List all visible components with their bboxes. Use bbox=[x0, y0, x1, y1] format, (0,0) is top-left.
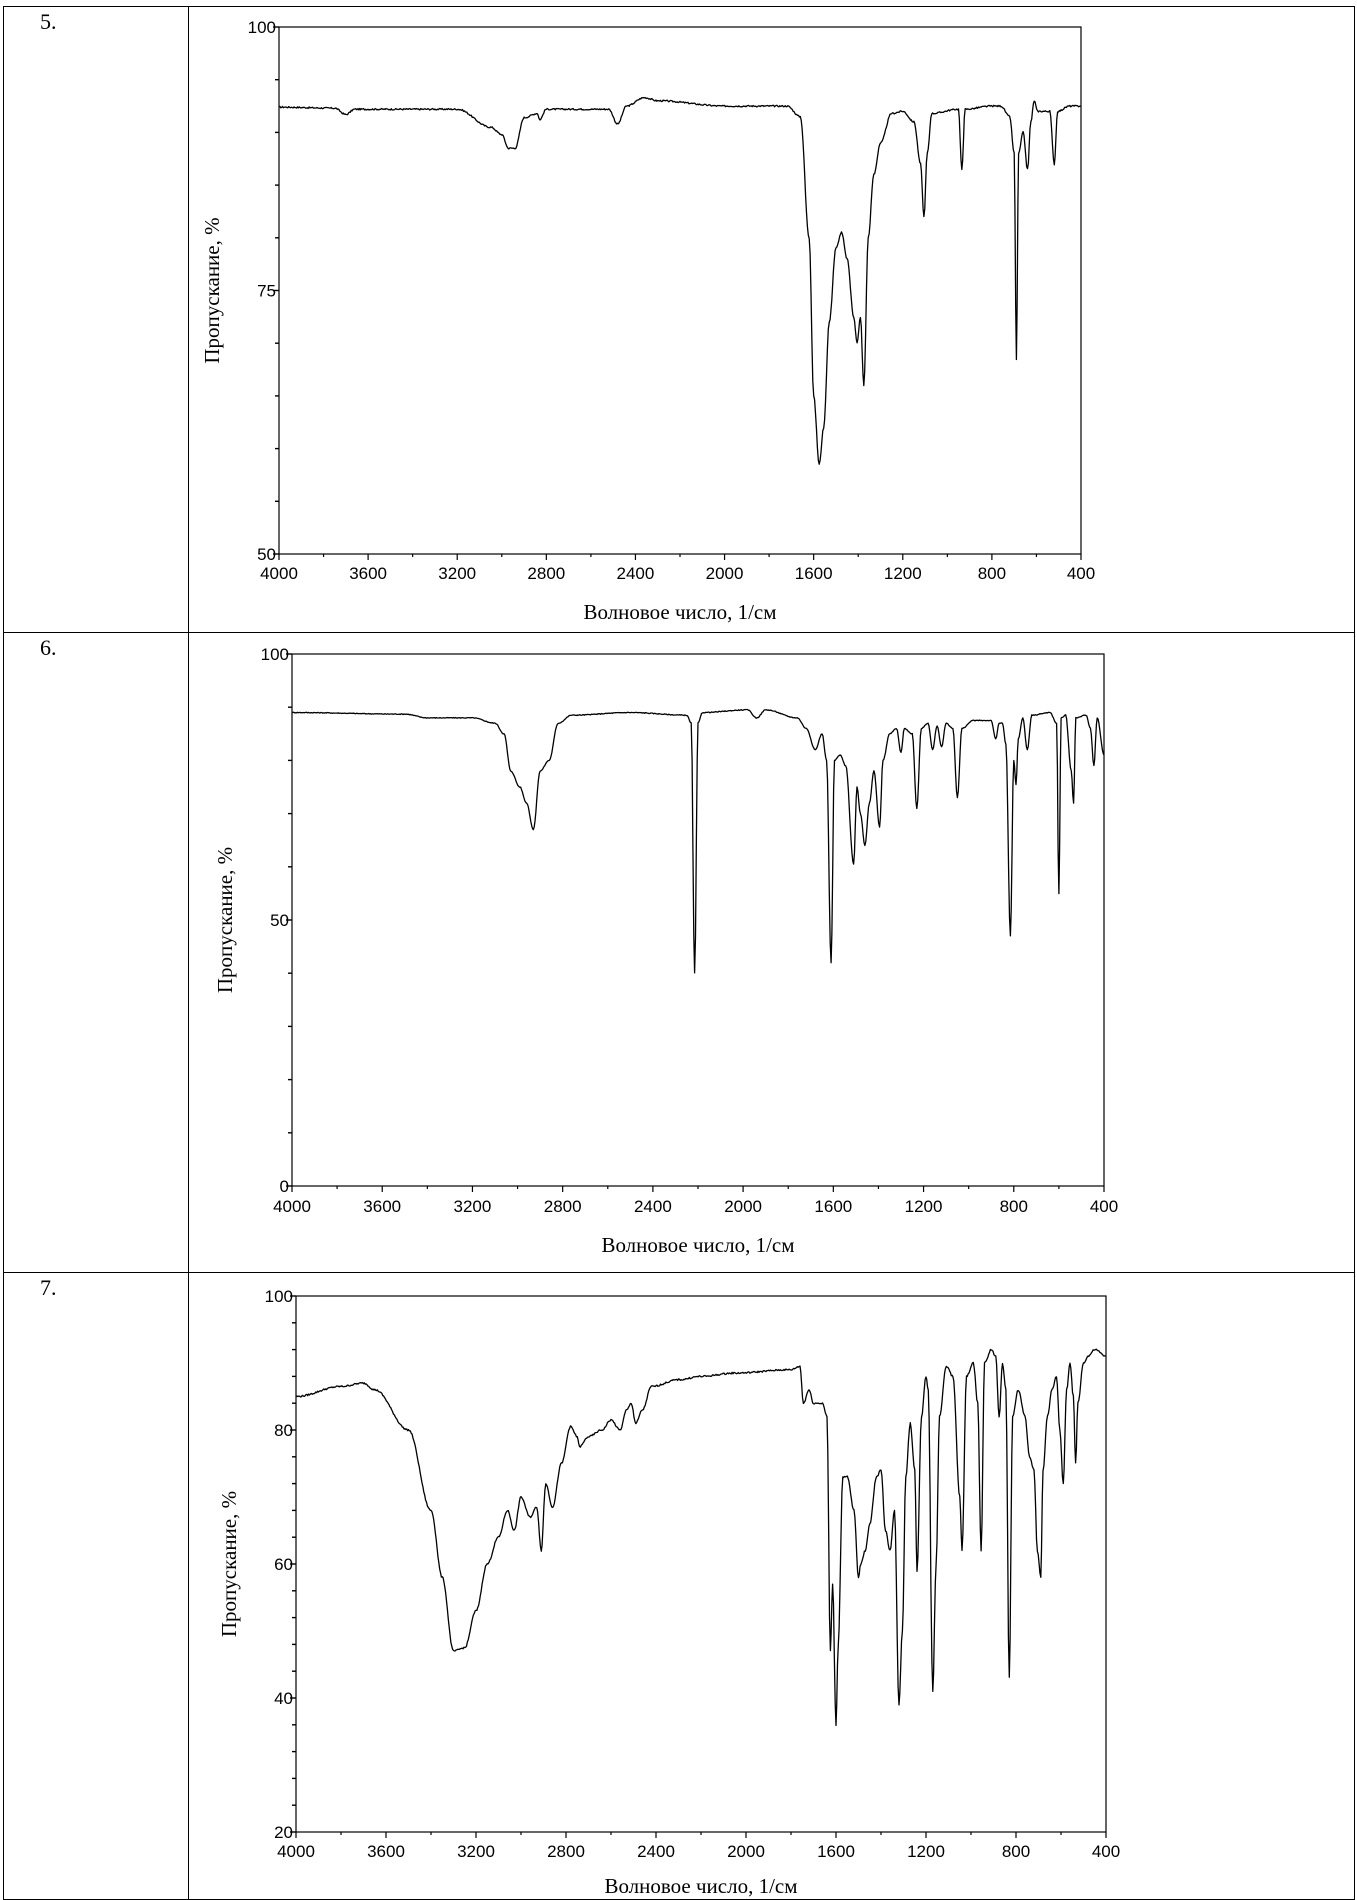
chart-cell: 4000 3600 3200 2800 2400 2000 1600 1200 800 400 50… bbox=[188, 6, 1355, 633]
plot-frame bbox=[278, 26, 1082, 555]
y-tick-label: 0 bbox=[280, 1177, 289, 1196]
spectrum-line bbox=[278, 96, 1081, 465]
y-axis-label: Пропускание, % bbox=[200, 217, 224, 363]
chart-cell: 4000 3600 3200 2800 2400 2000 1600 1200 800 400 20… bbox=[188, 1272, 1355, 1900]
table-row: 5. 4000 3600 3200 2800 2400 2000 1600 1200 800 40… bbox=[3, 6, 1355, 633]
x-tick-label: 2800 bbox=[527, 564, 565, 583]
chart-cell: 4000 3600 3200 2800 2400 2000 1600 1200 800 400 0 5… bbox=[188, 632, 1355, 1273]
x-tick-label: 2000 bbox=[727, 1842, 765, 1861]
x-axis-label: Волновое число, 1/см bbox=[583, 600, 776, 624]
table-row: 7. 4000 3600 3200 2800 2400 2000 1600 1200 800 40… bbox=[3, 1272, 1355, 1900]
x-tick-label: 3200 bbox=[457, 1842, 495, 1861]
y-axis-label: Пропускание, % bbox=[213, 847, 237, 993]
y-tick-label: 60 bbox=[274, 1555, 293, 1574]
y-tick-label: 50 bbox=[270, 911, 289, 930]
y-tick-label: 80 bbox=[274, 1421, 293, 1440]
x-tick-label: 400 bbox=[1067, 564, 1095, 583]
x-tick-label: 1200 bbox=[884, 564, 922, 583]
x-tick-label: 1200 bbox=[907, 1842, 945, 1861]
row-number: 5. bbox=[3, 6, 189, 633]
y-tick-label: 100 bbox=[265, 1287, 293, 1306]
x-tick-label: 1600 bbox=[814, 1197, 852, 1216]
y-tick-label: 100 bbox=[261, 645, 289, 664]
row-number: 6. bbox=[3, 632, 189, 1273]
y-tick-label: 40 bbox=[274, 1689, 293, 1708]
x-tick-label: 800 bbox=[978, 564, 1006, 583]
x-tick-label: 3200 bbox=[454, 1197, 492, 1216]
spectrum-line bbox=[291, 708, 1105, 974]
x-tick-label: 2800 bbox=[544, 1197, 582, 1216]
x-tick-label: 400 bbox=[1090, 1197, 1118, 1216]
y-tick-label: 50 bbox=[257, 545, 276, 564]
x-tick-label: 2400 bbox=[637, 1842, 675, 1861]
ir-spectrum-chart: 4000 3600 3200 2800 2400 2000 1600 1200 800 400 20… bbox=[217, 1287, 1120, 1898]
x-tick-label: 4000 bbox=[260, 564, 298, 583]
table-row: 6. 4000 3600 3200 2800 2400 2000 1600 1200 800 40… bbox=[3, 632, 1355, 1273]
x-tick-label: 800 bbox=[1000, 1197, 1028, 1216]
spectra-table: 5. 4000 3600 3200 2800 2400 2000 1600 1200 800 40… bbox=[3, 6, 1355, 1900]
x-tick-label: 3600 bbox=[363, 1197, 401, 1216]
y-tick-label: 100 bbox=[248, 18, 276, 37]
spectrum-line bbox=[295, 1348, 1107, 1727]
x-tick-label: 3600 bbox=[349, 564, 387, 583]
x-tick-label: 2400 bbox=[634, 1197, 672, 1216]
y-axis-label: Пропускание, % bbox=[217, 1491, 241, 1637]
x-tick-label: 1600 bbox=[817, 1842, 855, 1861]
row-number: 7. bbox=[3, 1272, 189, 1900]
x-axis-label: Волновое число, 1/см bbox=[601, 1233, 794, 1257]
x-tick-label: 2000 bbox=[724, 1197, 762, 1216]
x-tick-label: 3200 bbox=[438, 564, 476, 583]
y-tick-label: 20 bbox=[274, 1823, 293, 1842]
x-tick-label: 800 bbox=[1002, 1842, 1030, 1861]
x-tick-label: 2000 bbox=[706, 564, 744, 583]
x-tick-label: 400 bbox=[1092, 1842, 1120, 1861]
x-tick-label: 4000 bbox=[277, 1842, 315, 1861]
x-tick-label: 4000 bbox=[273, 1197, 311, 1216]
x-tick-label: 2800 bbox=[547, 1842, 585, 1861]
ir-spectrum-chart: 4000 3600 3200 2800 2400 2000 1600 1200 800 400 50… bbox=[200, 18, 1095, 624]
x-tick-label: 3600 bbox=[367, 1842, 405, 1861]
ir-spectrum-chart: 4000 3600 3200 2800 2400 2000 1600 1200 800 40005… bbox=[213, 645, 1118, 1257]
y-tick-label: 75 bbox=[257, 282, 276, 301]
x-tick-label: 2400 bbox=[617, 564, 655, 583]
x-tick-label: 1200 bbox=[905, 1197, 943, 1216]
x-tick-label: 1600 bbox=[795, 564, 833, 583]
x-axis-label: Волновое число, 1/см bbox=[604, 1874, 797, 1898]
